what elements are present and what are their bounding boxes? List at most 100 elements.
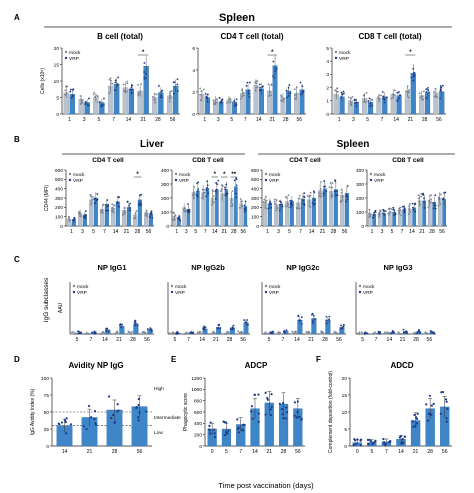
data-point <box>439 90 442 92</box>
legend-vrp-marker <box>68 178 72 182</box>
data-point <box>329 182 332 184</box>
data-point <box>384 210 387 213</box>
data-point <box>214 103 217 106</box>
data-point <box>143 76 146 78</box>
data-point <box>436 96 439 99</box>
data-point <box>235 177 238 180</box>
y-tick-label: 400 <box>194 421 202 427</box>
data-point <box>126 80 129 83</box>
x-tick-label: 5 <box>361 337 364 343</box>
data-point <box>346 185 349 187</box>
data-point <box>392 208 395 211</box>
data-point <box>272 330 274 333</box>
data-point <box>87 333 90 335</box>
data-point <box>227 332 229 335</box>
data-point <box>226 432 229 435</box>
y-axis-label: IgG Avidity Index (%) <box>30 388 36 435</box>
data-point <box>368 212 371 215</box>
data-point <box>308 331 311 334</box>
data-point <box>412 425 415 429</box>
data-point <box>247 89 250 92</box>
data-point <box>264 201 267 203</box>
data-point <box>387 207 390 210</box>
legend-vrp-marker <box>334 56 338 60</box>
data-point <box>186 332 189 335</box>
data-point <box>446 407 449 410</box>
x-tick-label: 14 <box>294 337 300 343</box>
data-point <box>407 96 410 99</box>
data-point <box>78 210 80 213</box>
x-tick-label: 28 <box>429 229 435 235</box>
x-tick-label: 14 <box>252 449 258 455</box>
data-point <box>110 210 113 213</box>
data-point <box>103 97 105 100</box>
data-point <box>291 204 294 206</box>
data-point <box>287 194 290 197</box>
data-point <box>243 319 246 321</box>
data-point <box>189 331 192 334</box>
x-tick-label: 56 <box>240 337 246 343</box>
data-point <box>214 332 216 334</box>
data-point <box>245 84 248 87</box>
data-point <box>86 333 88 335</box>
data-point <box>421 95 424 98</box>
data-point <box>439 97 442 100</box>
data-point <box>241 200 243 203</box>
data-point <box>193 196 196 199</box>
data-point <box>368 438 371 441</box>
x-tick-label: 7 <box>282 337 285 343</box>
y-tick-label: 75 <box>44 393 50 399</box>
data-point <box>270 405 273 408</box>
data-point <box>150 213 153 216</box>
data-point <box>433 90 436 93</box>
data-point <box>439 412 442 415</box>
data-point <box>392 331 395 334</box>
x-tick-label: 56 <box>442 449 448 455</box>
x-tick-label: 28 <box>283 117 289 123</box>
y-axis-label: Phagocytic score <box>183 393 189 431</box>
data-point <box>444 191 447 194</box>
legend-vrp: VRP <box>69 56 79 62</box>
legend-vrp-marker <box>264 290 268 294</box>
x-tick-label: 28 <box>427 449 433 455</box>
chart-title: CD4 T cell (total) <box>220 32 283 41</box>
data-point <box>176 332 179 335</box>
y-tick-label: 200 <box>356 196 364 202</box>
data-point <box>111 82 114 85</box>
data-point <box>221 98 224 101</box>
data-point <box>273 198 276 201</box>
legend-mock-marker <box>334 50 338 54</box>
y-tick-label: 300 <box>55 196 63 202</box>
x-tick-label: 7 <box>385 449 388 455</box>
data-point <box>81 102 84 105</box>
data-point <box>169 100 171 103</box>
data-point <box>137 92 140 95</box>
data-point <box>418 332 421 334</box>
y-tick-label: 0 <box>166 224 169 230</box>
data-point <box>366 332 369 335</box>
data-point <box>224 194 227 197</box>
data-point <box>129 333 132 335</box>
data-point <box>111 206 114 209</box>
data-point <box>325 319 328 322</box>
liver-header: Liver <box>140 139 164 150</box>
data-point <box>141 333 144 335</box>
chart-title: CD8 T cell (total) <box>358 32 421 41</box>
data-point <box>311 320 314 323</box>
y-tick-label: 50 <box>44 410 50 416</box>
data-point <box>325 315 328 318</box>
data-point <box>288 95 290 97</box>
data-point <box>282 417 285 420</box>
data-point <box>374 211 377 213</box>
sig-star: * <box>223 172 226 178</box>
data-point <box>116 84 119 87</box>
data-point <box>205 189 208 192</box>
data-point <box>137 397 140 401</box>
data-point <box>235 196 238 199</box>
data-point <box>354 102 357 104</box>
y-axis-label: Complement deposition (fold-control) <box>328 371 334 453</box>
data-point <box>124 211 127 214</box>
x-tick-label: 7 <box>90 337 93 343</box>
data-point <box>187 203 189 205</box>
